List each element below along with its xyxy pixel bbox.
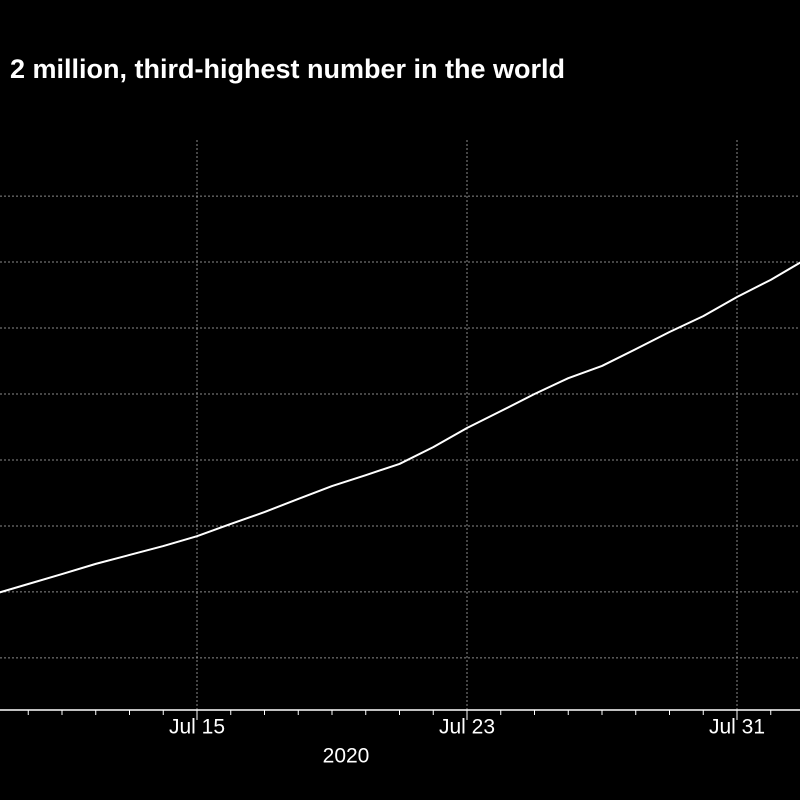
x-tick-label: Jul 31 [709, 716, 765, 739]
x-tick-label: Jul 15 [169, 716, 225, 739]
x-tick-label: Jul 23 [439, 716, 495, 739]
line [0, 261, 800, 594]
chart-title: 2 million, third-highest number in the w… [10, 54, 565, 84]
x-axis-label: 2020 [323, 745, 370, 768]
